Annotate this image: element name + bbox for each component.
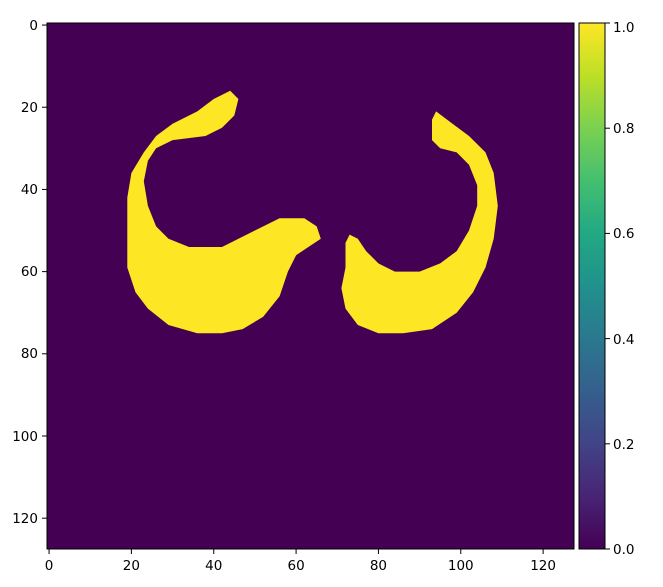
y-tick: 80: [21, 346, 47, 362]
x-tick-label: 40: [205, 558, 222, 574]
x-tick-label: 20: [123, 558, 140, 574]
heatmap-background: [47, 23, 574, 549]
colorbar-tick-label: 0.0: [613, 542, 634, 558]
y-tick-label: 80: [21, 346, 38, 362]
x-tick-label: 0: [45, 558, 54, 574]
y-tick-label: 120: [12, 511, 38, 527]
x-tick-label: 100: [448, 558, 474, 574]
heatmap-region-1: [127, 90, 321, 334]
y-tick: 0: [29, 18, 47, 34]
colorbar-tick: 0.0: [605, 542, 634, 558]
y-tick-label: 20: [21, 100, 38, 116]
x-axis: 0 20 40 60 80 100 120: [45, 549, 556, 574]
y-tick-label: 60: [21, 264, 38, 280]
colorbar-tick-label: 0.2: [613, 437, 634, 453]
y-axis: 0 20 40 60 80 100 120: [12, 18, 47, 527]
plot-area: [46, 22, 575, 550]
heatmap-regions: [127, 90, 498, 334]
colorbar-tick-label: 0.6: [613, 226, 634, 242]
colorbar-tick: 0.4: [605, 332, 634, 348]
x-tick: 100: [448, 549, 474, 574]
x-tick: 120: [530, 549, 556, 574]
colorbar: 0.0 0.2 0.4 0.6 0.8 1.0: [578, 20, 634, 558]
y-tick-label: 40: [21, 182, 38, 198]
y-tick: 60: [21, 264, 47, 280]
x-tick: 60: [287, 549, 305, 574]
y-tick: 20: [21, 100, 47, 116]
y-tick: 120: [12, 511, 47, 527]
colorbar-tick: 1.0: [605, 20, 634, 36]
y-tick: 40: [21, 182, 47, 198]
x-tick: 0: [45, 549, 54, 574]
heatmap-region-2: [341, 111, 498, 334]
y-tick-label: 0: [29, 18, 38, 34]
x-tick-label: 120: [530, 558, 556, 574]
x-tick-label: 60: [287, 558, 304, 574]
colorbar-gradient: [578, 22, 606, 550]
colorbar-tick: 0.2: [605, 437, 634, 453]
x-tick: 80: [370, 549, 387, 574]
colorbar-tick: 0.8: [605, 121, 634, 137]
colorbar-tick-label: 0.8: [613, 121, 634, 137]
y-tick: 100: [12, 429, 47, 445]
plot-frame: [46, 22, 575, 550]
x-tick: 20: [123, 549, 140, 574]
y-tick-label: 100: [12, 429, 38, 445]
x-tick: 40: [205, 549, 222, 574]
colorbar-tick-label: 0.4: [613, 332, 634, 348]
colorbar-tick-label: 1.0: [613, 20, 634, 36]
colorbar-tick: 0.6: [605, 226, 634, 242]
x-tick-label: 80: [370, 558, 387, 574]
